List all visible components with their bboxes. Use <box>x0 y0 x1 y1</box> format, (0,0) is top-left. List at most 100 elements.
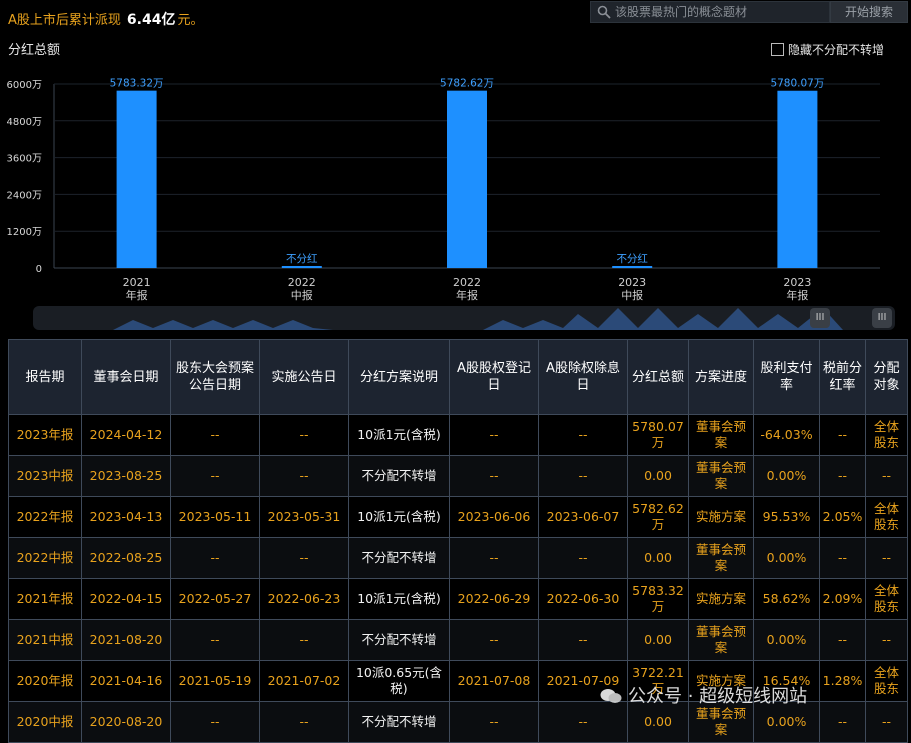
cell-total: 5782.62万 <box>627 496 689 538</box>
cell-period: 2023中报 <box>8 455 82 497</box>
cell-payout: 58.62% <box>753 578 820 620</box>
cell-yield: -- <box>819 619 866 661</box>
cell-board-date: 2022-08-25 <box>81 537 171 579</box>
cell-board-date: 2022-04-15 <box>81 578 171 620</box>
col-header-payout[interactable]: 股利支付率 <box>753 339 820 415</box>
data-label: 5780.07万 <box>770 78 824 90</box>
cell-payout: 0.00% <box>753 537 820 579</box>
cell-progress: 董事会预案 <box>688 619 754 661</box>
data-label: 不分红 <box>616 252 648 265</box>
cell-agm-date: 2023-05-11 <box>170 496 260 538</box>
table-header-row: 报告期 董事会日期 股东大会预案公告日期 实施公告日 分红方案说明 A股股权登记… <box>8 339 908 415</box>
hide-toggle-label: 隐藏不分配不转增 <box>788 43 885 57</box>
cell-yield: 1.28% <box>819 660 866 702</box>
table-row: 2021中报 2021-08-20 -- -- 不分配不转增 -- -- 0.00 董事会预案 0… <box>8 619 908 661</box>
data-label: 不分红 <box>286 252 318 265</box>
cell-plan: 不分配不转增 <box>348 537 450 579</box>
cell-record-date: 2023-06-06 <box>449 496 539 538</box>
y-tick-label: 3600万 <box>7 154 42 165</box>
cell-total: 0.00 <box>627 537 689 579</box>
cell-impl-date: -- <box>259 537 349 579</box>
col-header-yield[interactable]: 税前分红率 <box>819 339 866 415</box>
search-button[interactable]: 开始搜索 <box>830 1 908 23</box>
col-header-impl-date[interactable]: 实施公告日 <box>259 339 349 415</box>
cell-progress: 实施方案 <box>688 578 754 620</box>
bar <box>447 90 487 268</box>
cell-progress: 董事会预案 <box>688 455 754 497</box>
cell-yield: -- <box>819 414 866 456</box>
col-header-total[interactable]: 分红总额 <box>627 339 689 415</box>
cell-period: 2023年报 <box>8 414 82 456</box>
col-header-progress[interactable]: 方案进度 <box>688 339 754 415</box>
cell-progress: 董事会预案 <box>688 414 754 456</box>
data-label: 5782.62万 <box>440 78 494 90</box>
cell-plan: 10派1元(含税) <box>348 578 450 620</box>
cell-impl-date: -- <box>259 701 349 743</box>
x-tick-label: 中报 <box>621 288 643 302</box>
cell-record-date: 2022-06-29 <box>449 578 539 620</box>
bar <box>777 90 818 268</box>
x-tick-label: 2023 <box>618 276 646 289</box>
cell-total: 0.00 <box>627 455 689 497</box>
cell-plan: 10派1元(含税) <box>348 414 450 456</box>
cell-payout: 0.00% <box>753 455 820 497</box>
y-tick-label: 0 <box>36 264 42 275</box>
search-input[interactable] <box>615 2 825 22</box>
cell-agm-date: -- <box>170 701 260 743</box>
col-header-target[interactable]: 分配对象 <box>865 339 908 415</box>
col-header-record-date[interactable]: A股股权登记日 <box>449 339 539 415</box>
cell-target: 全体股东 <box>865 660 908 702</box>
x-tick-label: 2022 <box>288 276 316 289</box>
cell-plan: 不分配不转增 <box>348 619 450 661</box>
cell-agm-date: -- <box>170 455 260 497</box>
cell-agm-date: 2022-05-27 <box>170 578 260 620</box>
range-handle-right[interactable]: III <box>872 308 892 328</box>
col-header-period[interactable]: 报告期 <box>8 339 82 415</box>
col-header-ex-date[interactable]: A股除权除息日 <box>538 339 628 415</box>
cell-board-date: 2021-04-16 <box>81 660 171 702</box>
cell-impl-date: -- <box>259 455 349 497</box>
cell-total: 5780.07万 <box>627 414 689 456</box>
cell-period: 2021年报 <box>8 578 82 620</box>
dividend-summary: A股上市后累计派现 6.44亿 元。 <box>8 9 203 29</box>
cell-board-date: 2023-08-25 <box>81 455 171 497</box>
cell-total: 0.00 <box>627 619 689 661</box>
cell-ex-date: 2022-06-30 <box>538 578 628 620</box>
cell-record-date: 2021-07-08 <box>449 660 539 702</box>
table-row: 2023年报 2024-04-12 -- -- 10派1元(含税) -- -- 5780.07… <box>8 414 908 456</box>
section-title: 分红总额 <box>8 43 61 58</box>
cell-yield: -- <box>819 455 866 497</box>
search-icon <box>597 5 611 19</box>
cell-record-date: -- <box>449 619 539 661</box>
cell-plan: 10派1元(含税) <box>348 496 450 538</box>
cell-yield: 2.09% <box>819 578 866 620</box>
cell-target: -- <box>865 537 908 579</box>
x-tick-label: 2022 <box>453 276 481 289</box>
hide-no-dividend-toggle[interactable]: 隐藏不分配不转增 <box>771 41 884 58</box>
table-row: 2022中报 2022-08-25 -- -- 不分配不转增 -- -- 0.00 董事会预案 0… <box>8 537 908 579</box>
cell-ex-date: -- <box>538 619 628 661</box>
range-scrollbar[interactable] <box>33 306 895 330</box>
cell-impl-date: 2021-07-02 <box>259 660 349 702</box>
cell-impl-date: -- <box>259 619 349 661</box>
cell-period: 2021中报 <box>8 619 82 661</box>
x-tick-label: 年报 <box>786 288 808 302</box>
cell-impl-date: 2022-06-23 <box>259 578 349 620</box>
range-handle-left[interactable]: III <box>810 308 830 328</box>
col-header-plan[interactable]: 分红方案说明 <box>348 339 450 415</box>
cell-period: 2020年报 <box>8 660 82 702</box>
cell-board-date: 2021-08-20 <box>81 619 171 661</box>
cell-yield: -- <box>819 701 866 743</box>
col-header-agm-date[interactable]: 股东大会预案公告日期 <box>170 339 260 415</box>
x-tick-label: 中报 <box>291 288 313 302</box>
cell-yield: -- <box>819 537 866 579</box>
cell-record-date: -- <box>449 701 539 743</box>
cell-target: -- <box>865 619 908 661</box>
data-label: 5783.32万 <box>110 78 164 90</box>
cell-ex-date: -- <box>538 414 628 456</box>
cell-record-date: -- <box>449 537 539 579</box>
checkbox[interactable] <box>771 43 784 56</box>
cell-record-date: -- <box>449 455 539 497</box>
cell-board-date: 2024-04-12 <box>81 414 171 456</box>
col-header-board-date[interactable]: 董事会日期 <box>81 339 171 415</box>
